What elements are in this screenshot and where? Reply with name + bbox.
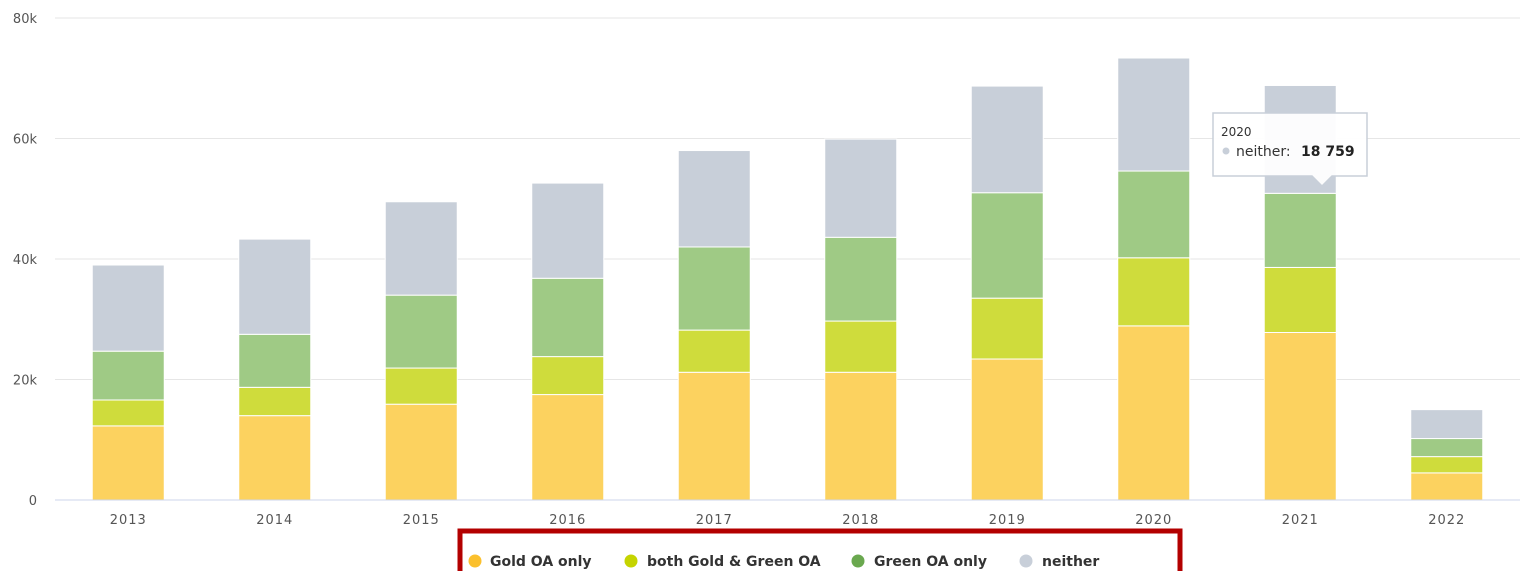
- legend-item-neither[interactable]: neither: [1019, 554, 1100, 570]
- legend-label-gold: Gold OA only: [490, 554, 592, 570]
- x-tick-label: 2015: [403, 513, 440, 528]
- bar-segment-gold-oa-only-2018[interactable]: [824, 371, 898, 501]
- legend-marker-neither: [1019, 554, 1033, 568]
- bar-stack-2016[interactable]: [531, 182, 605, 501]
- legend-label-green: Green OA only: [874, 554, 987, 570]
- y-axis-tick-labels: 0 20k 40k 60k 80k: [13, 12, 38, 509]
- bar-segment-gold-oa-only-2015[interactable]: [384, 403, 458, 501]
- x-tick-label: 2013: [110, 513, 147, 528]
- bar-segment-gold-oa-only-2014[interactable]: [238, 415, 312, 501]
- tooltip-series-label: neither:: [1236, 144, 1291, 160]
- y-tick-label: 20k: [13, 374, 38, 389]
- y-tick-label: 60k: [13, 133, 38, 148]
- bar-segment-green-oa-only-2019[interactable]: [970, 192, 1044, 299]
- legend-marker-both: [624, 554, 638, 568]
- bar-segment-green-oa-only-2021[interactable]: [1263, 192, 1337, 268]
- bar-stack-2013[interactable]: [91, 264, 165, 501]
- bar-segment-neither-2018[interactable]: [824, 138, 898, 238]
- bar-segment-green-oa-only-2020[interactable]: [1117, 170, 1191, 259]
- bar-segment-gold-oa-only-2021[interactable]: [1263, 332, 1337, 501]
- bar-segment-green-oa-only-2018[interactable]: [824, 236, 898, 322]
- bar-segment-both-gold-green-oa-2021[interactable]: [1263, 266, 1337, 334]
- bar-segment-neither-2017[interactable]: [677, 150, 751, 248]
- x-tick-label: 2018: [842, 513, 879, 528]
- bar-segment-both-gold-green-oa-2019[interactable]: [970, 297, 1044, 360]
- bar-segment-green-oa-only-2013[interactable]: [91, 350, 165, 401]
- legend-label-both: both Gold & Green OA: [647, 554, 821, 570]
- bar-segment-gold-oa-only-2016[interactable]: [531, 394, 605, 501]
- bar-stacks: [91, 57, 1484, 501]
- bar-segment-gold-oa-only-2013[interactable]: [91, 425, 165, 501]
- bar-segment-green-oa-only-2016[interactable]: [531, 277, 605, 358]
- bar-segment-neither-2015[interactable]: [384, 201, 458, 296]
- bar-segment-both-gold-green-oa-2013[interactable]: [91, 399, 165, 427]
- bar-segment-neither-2019[interactable]: [970, 85, 1044, 194]
- x-tick-label: 2022: [1428, 513, 1465, 528]
- bar-segment-gold-oa-only-2019[interactable]: [970, 358, 1044, 501]
- bar-segment-both-gold-green-oa-2022[interactable]: [1410, 456, 1484, 474]
- bar-segment-gold-oa-only-2017[interactable]: [677, 371, 751, 501]
- bar-stack-2022[interactable]: [1410, 409, 1484, 501]
- bar-segment-neither-2022[interactable]: [1410, 409, 1484, 440]
- x-tick-label: 2019: [989, 513, 1026, 528]
- bar-segment-both-gold-green-oa-2020[interactable]: [1117, 257, 1191, 327]
- bar-segment-both-gold-green-oa-2018[interactable]: [824, 320, 898, 373]
- bar-segment-both-gold-green-oa-2017[interactable]: [677, 329, 751, 373]
- bar-segment-green-oa-only-2022[interactable]: [1410, 438, 1484, 458]
- bar-segment-both-gold-green-oa-2015[interactable]: [384, 367, 458, 405]
- y-tick-label: 0: [29, 494, 37, 509]
- bar-segment-green-oa-only-2017[interactable]: [677, 246, 751, 331]
- bar-segment-neither-2020[interactable]: [1117, 57, 1191, 172]
- x-axis-tick-labels: 2013 2014 2015 2016 2017 2018 2019 2020 2021 2022: [110, 513, 1465, 528]
- x-tick-label: 2016: [549, 513, 586, 528]
- bar-segment-neither-2014[interactable]: [238, 238, 312, 335]
- y-tick-label: 80k: [13, 12, 38, 27]
- bar-stack-2020[interactable]: [1117, 57, 1191, 501]
- legend: Gold OA only both Gold & Green OA Green …: [468, 554, 1100, 570]
- bar-stack-2015[interactable]: [384, 201, 458, 501]
- tooltip-series-dot: [1222, 147, 1230, 155]
- tooltip-box: [1212, 112, 1368, 188]
- bar-segment-green-oa-only-2015[interactable]: [384, 294, 458, 369]
- legend-marker-green: [851, 554, 865, 568]
- bar-segment-both-gold-green-oa-2016[interactable]: [531, 356, 605, 396]
- legend-label-neither: neither: [1042, 554, 1099, 570]
- bar-stack-2014[interactable]: [238, 238, 312, 501]
- tooltip-value: 18 759: [1301, 144, 1355, 160]
- x-tick-label: 2021: [1282, 513, 1319, 528]
- bar-stack-2018[interactable]: [824, 138, 898, 501]
- tooltip-title: 2020: [1221, 125, 1252, 139]
- bar-segment-gold-oa-only-2022[interactable]: [1410, 472, 1484, 501]
- legend-marker-gold: [468, 554, 482, 568]
- bar-segment-neither-2016[interactable]: [531, 182, 605, 279]
- legend-item-green-oa-only[interactable]: Green OA only: [851, 554, 987, 570]
- x-tick-label: 2017: [696, 513, 733, 528]
- x-tick-label: 2014: [256, 513, 293, 528]
- bar-segment-both-gold-green-oa-2014[interactable]: [238, 386, 312, 417]
- bar-stack-2017[interactable]: [677, 150, 751, 501]
- x-tick-label: 2020: [1135, 513, 1172, 528]
- legend-item-gold-oa-only[interactable]: Gold OA only: [468, 554, 592, 570]
- bar-segment-neither-2013[interactable]: [91, 264, 165, 352]
- bar-segment-gold-oa-only-2020[interactable]: [1117, 325, 1191, 501]
- tooltip: 2020 neither: 18 759: [1212, 112, 1368, 188]
- legend-highlight-box: [457, 528, 1183, 571]
- bar-stack-2019[interactable]: [970, 85, 1044, 501]
- bar-segment-green-oa-only-2014[interactable]: [238, 333, 312, 388]
- y-tick-label: 40k: [13, 253, 38, 268]
- legend-item-both-gold-green-oa[interactable]: both Gold & Green OA: [624, 554, 821, 570]
